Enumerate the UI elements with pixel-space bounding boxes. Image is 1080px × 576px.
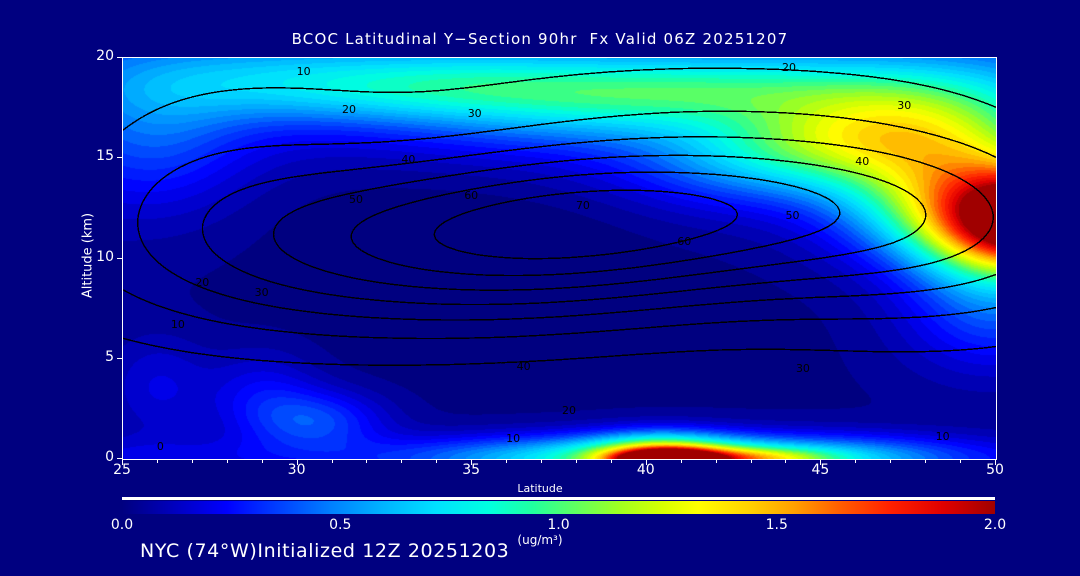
- x-tick-mark: [960, 459, 962, 463]
- x-tick-mark: [156, 459, 158, 463]
- x-axis-label: Latitude: [517, 482, 563, 495]
- x-tick: 40: [636, 462, 655, 478]
- x-tick-mark: [401, 459, 403, 463]
- x-tick-mark: [226, 459, 228, 463]
- y-tick: 20: [96, 48, 114, 64]
- x-tick-mark: [261, 459, 263, 463]
- x-tick: 30: [287, 462, 306, 478]
- colorbar-tick: 0.0: [110, 517, 134, 533]
- y-tick: 0: [105, 449, 114, 465]
- x-tick-mark: [575, 459, 577, 463]
- x-tick: 45: [811, 462, 830, 478]
- x-tick: 50: [986, 462, 1004, 478]
- y-axis-label: Altitude (km): [80, 212, 96, 298]
- y-tick-mark: [117, 257, 122, 259]
- x-tick-mark: [750, 459, 752, 463]
- x-tick-mark: [680, 459, 682, 463]
- wind-speed-contours: [123, 67, 996, 366]
- x-tick: 25: [113, 462, 131, 478]
- colorbar-tick: 0.5: [329, 517, 352, 533]
- y-tick-mark: [117, 157, 122, 159]
- x-tick: 35: [462, 462, 481, 478]
- y-tick: 15: [96, 148, 114, 165]
- x-tick-mark: [506, 459, 508, 463]
- x-tick-mark: [541, 459, 543, 463]
- x-tick-mark: [855, 459, 857, 463]
- colorbar-tick: 1.5: [765, 517, 788, 533]
- y-tick-mark: [117, 458, 122, 459]
- plot-area: 10 20 30 20 30 40 40 60 50 50 70 60 30 20 10 40 30 20 10 10…: [122, 57, 997, 460]
- x-tick-mark: [610, 459, 612, 463]
- y-tick: 10: [96, 248, 114, 265]
- y-tick: 5: [105, 348, 114, 365]
- x-tick-mark: [820, 459, 822, 465]
- x-tick-mark: [191, 459, 193, 463]
- x-tick-mark: [366, 459, 368, 463]
- x-tick-mark: [995, 459, 996, 465]
- x-tick-mark: [890, 459, 892, 463]
- footer-caption: NYC (74°W)Initialized 12Z 20251203: [140, 540, 510, 562]
- x-tick-mark: [331, 459, 333, 463]
- x-tick-mark: [645, 459, 647, 465]
- colorbar-tick: 2.0: [983, 517, 1007, 533]
- x-tick-mark: [471, 459, 473, 465]
- colorbar-gradient: [122, 501, 995, 514]
- colorbar-tick: 1.0: [547, 517, 570, 533]
- x-tick-mark: [715, 459, 717, 463]
- x-tick-mark: [436, 459, 438, 463]
- y-tick-mark: [117, 357, 122, 359]
- x-tick-mark: [785, 459, 787, 463]
- x-tick-mark: [925, 459, 927, 463]
- colorbar-top-rule: [122, 497, 995, 500]
- y-tick-mark: [117, 57, 122, 58]
- chart-title: BCOC Latitudinal Y−Section 90hr Fx Valid…: [291, 30, 789, 48]
- x-tick-mark: [296, 459, 298, 465]
- colorbar-units: (ug/m³): [517, 533, 563, 547]
- colorbar: [122, 501, 995, 514]
- x-tick-mark: [122, 459, 123, 465]
